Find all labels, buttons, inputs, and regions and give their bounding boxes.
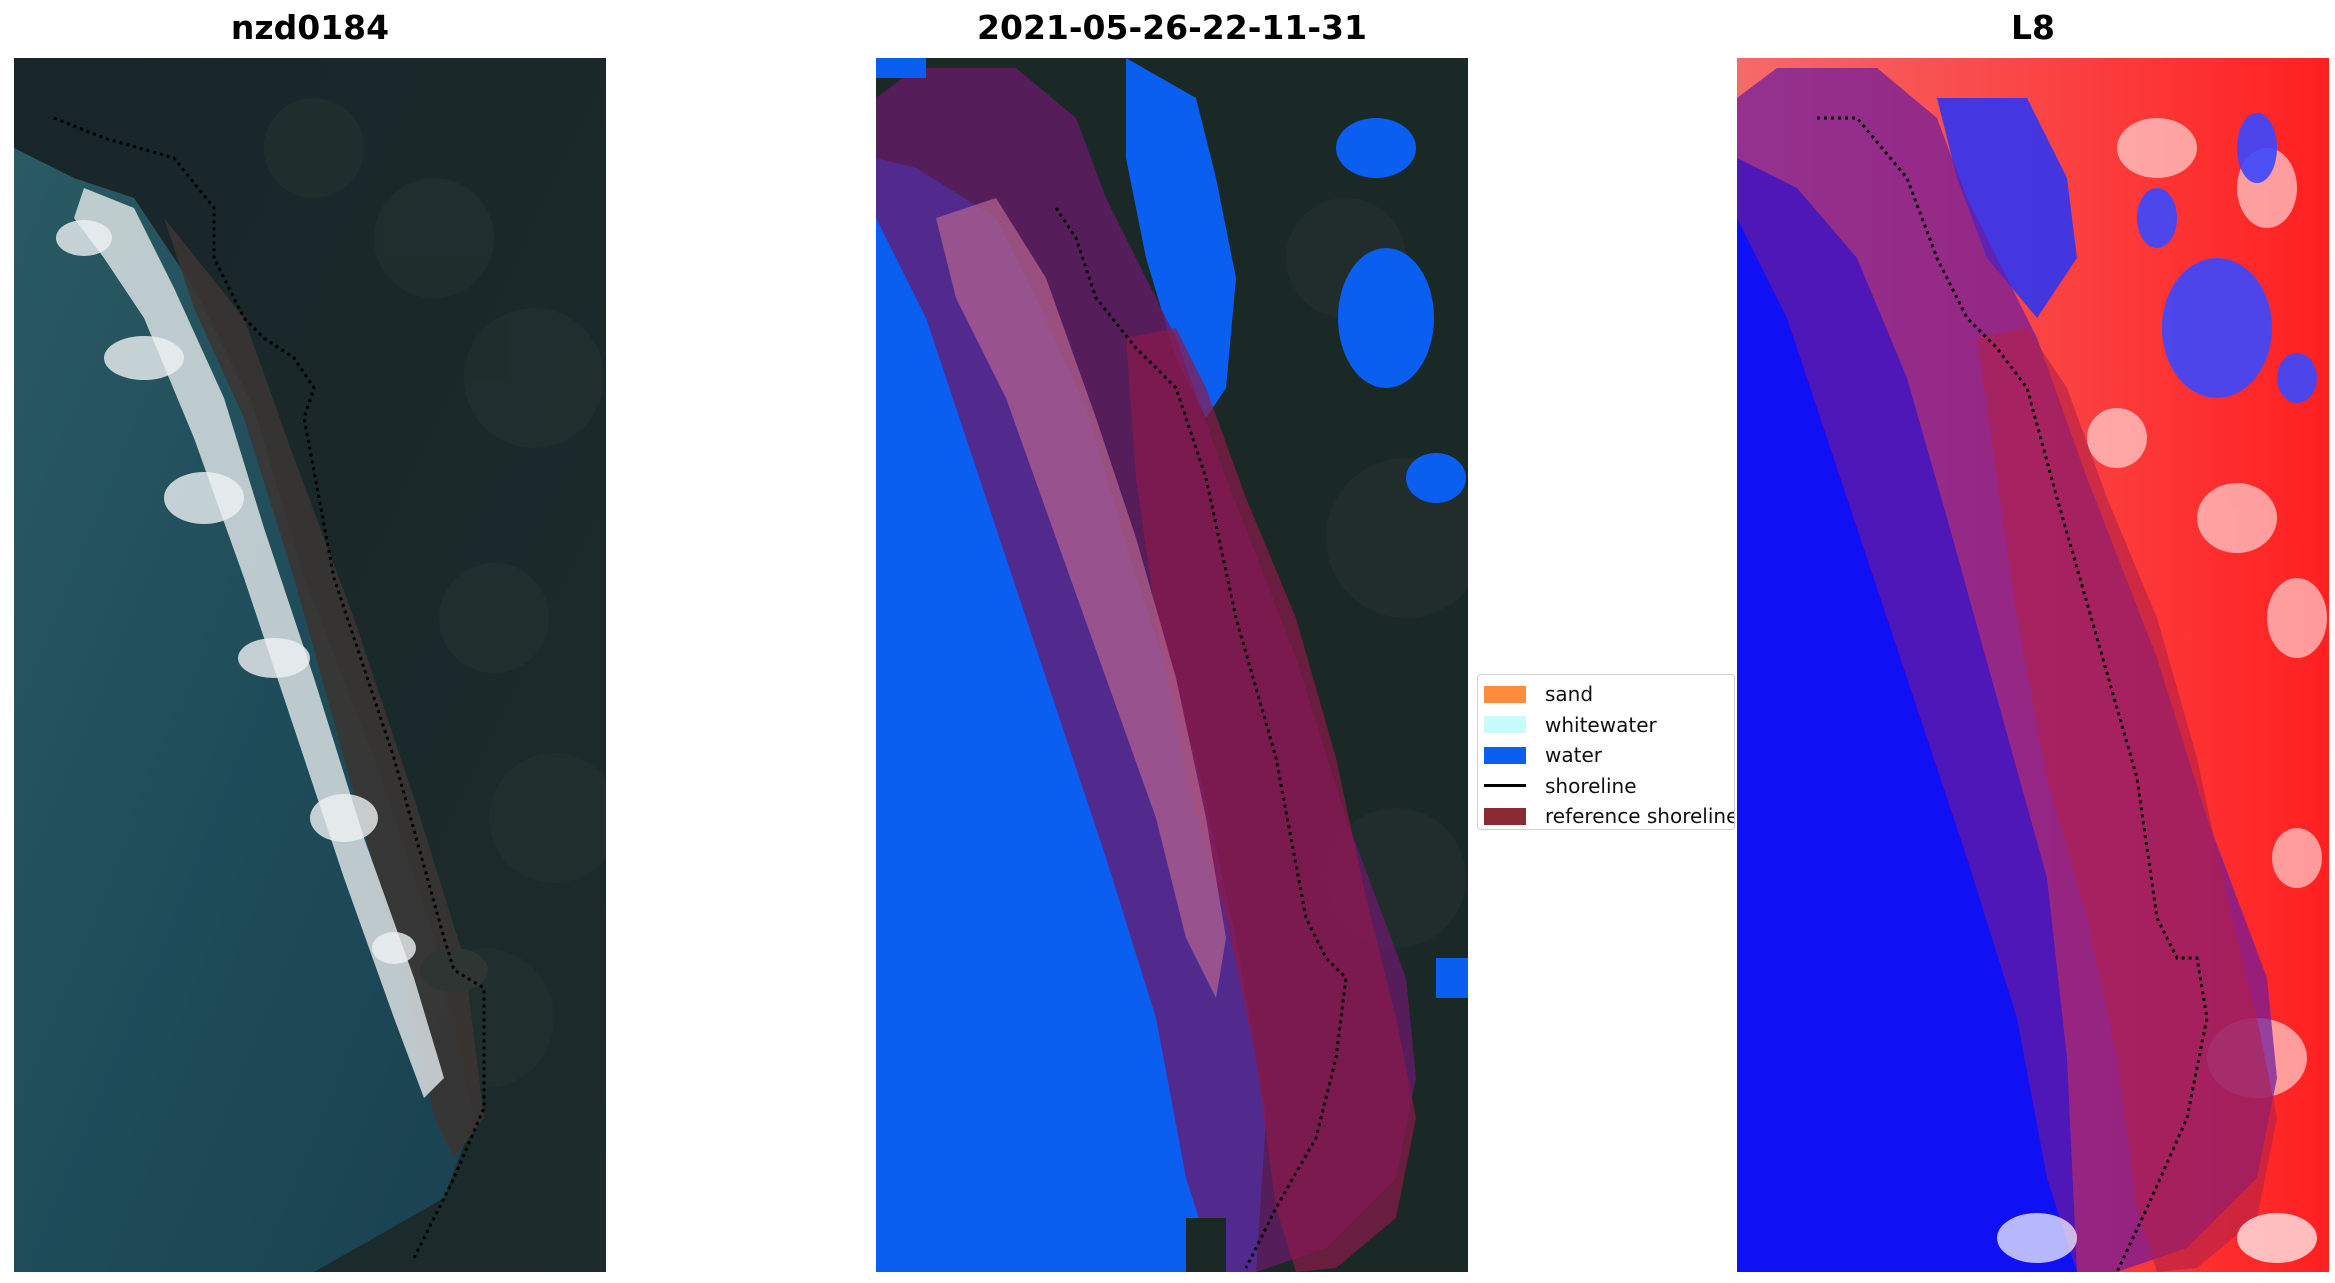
legend-item-whitewater: whitewater <box>1478 710 1734 741</box>
panel-title-rgb: nzd0184 <box>230 8 390 47</box>
beach-strip <box>164 218 484 1158</box>
shoreline-line <box>1054 207 1348 1269</box>
panel-title-classification: 2021-05-26-22-11-31 <box>977 8 1367 47</box>
index-image-panel <box>1737 58 2329 1272</box>
legend-label: sand <box>1545 682 1594 707</box>
legend-label: shoreline <box>1545 773 1637 798</box>
classification-panel <box>876 58 1468 1272</box>
water-index <box>1737 158 2077 1272</box>
ocean-area <box>14 148 474 1272</box>
legend-swatch-water <box>1484 746 1526 764</box>
rgb-image-panel <box>14 58 606 1272</box>
legend-label: water <box>1545 743 1602 768</box>
headland <box>420 948 488 992</box>
legend-label: reference shoreline buffer <box>1545 804 1735 829</box>
legend-swatch-whitewater <box>1484 716 1526 734</box>
rgb-image <box>14 58 606 1272</box>
legend-item-water: water <box>1478 740 1734 771</box>
panel-title-index: L8 <box>2011 8 2055 47</box>
legend-label: whitewater <box>1545 712 1657 737</box>
legend-item-sand: sand <box>1478 679 1734 710</box>
legend-item-reference-shoreline: reference shoreline buffer <box>1478 801 1735 829</box>
classification-image <box>876 58 1468 1272</box>
index-image <box>1737 58 2329 1272</box>
legend-swatch-reference <box>1484 807 1526 825</box>
legend-swatch-sand <box>1484 685 1526 703</box>
legend: sand whitewater water shoreline referenc… <box>1477 674 1735 830</box>
surf-zone <box>74 188 444 1098</box>
legend-item-shoreline: shoreline <box>1478 771 1734 802</box>
legend-line-shoreline <box>1484 784 1526 788</box>
shoreline-line <box>1817 116 2209 1272</box>
